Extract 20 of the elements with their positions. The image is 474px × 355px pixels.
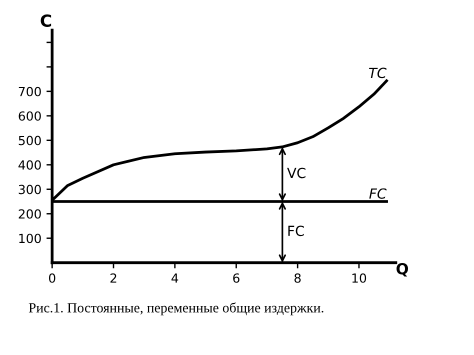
y-tick-label: 300 bbox=[18, 184, 41, 194]
y-tick-label: 400 bbox=[18, 160, 41, 170]
series-label: TC bbox=[369, 68, 387, 78]
y-tick-label: 500 bbox=[18, 136, 41, 146]
x-tick-label: 8 bbox=[294, 273, 301, 283]
x-tick-label: 6 bbox=[233, 273, 240, 283]
annotation: FC bbox=[288, 226, 304, 236]
x-axis-title: Q bbox=[396, 262, 408, 277]
x-tick-label: 0 bbox=[48, 273, 56, 283]
text: Рис.1. Постоянные, переменные общие издержки. bbox=[28, 302, 324, 316]
x-tick-label: 10 bbox=[352, 273, 366, 283]
x-tick-label: 4 bbox=[172, 274, 178, 283]
y-tick-label: 100 bbox=[19, 234, 41, 244]
annotation: VC bbox=[287, 168, 306, 178]
x-tick-label: 2 bbox=[110, 273, 116, 283]
y-tick-label: 600 bbox=[18, 111, 41, 121]
y-axis-title: C bbox=[40, 14, 52, 27]
y-tick-label: 700 bbox=[18, 86, 41, 96]
y-tick-label: 200 bbox=[18, 209, 41, 219]
series-label: FC bbox=[369, 188, 387, 199]
